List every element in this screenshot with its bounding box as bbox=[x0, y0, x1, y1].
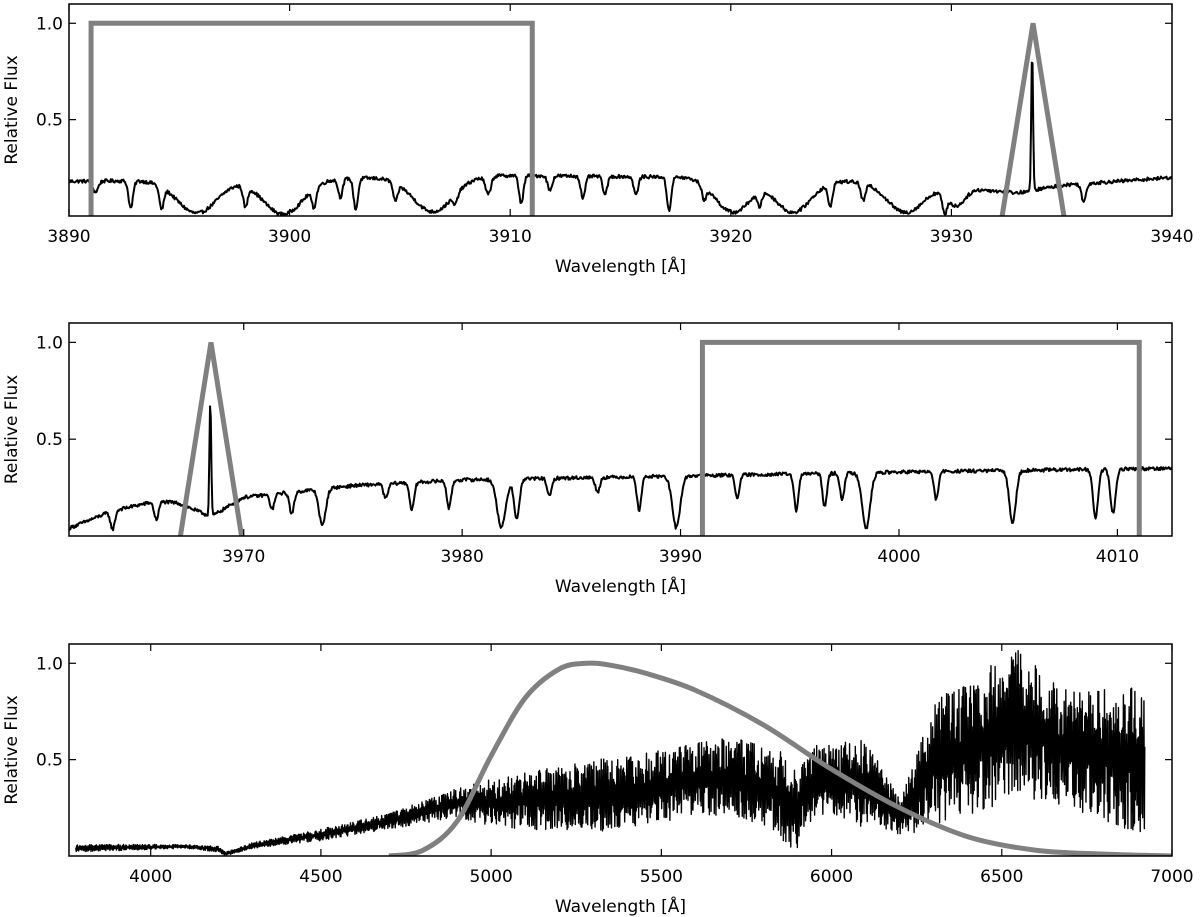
filter-curve-1 bbox=[177, 341, 245, 536]
y-tick-label: 0.5 bbox=[36, 111, 63, 131]
x-axis-label: Wavelength [Å] bbox=[555, 575, 686, 597]
plot-area bbox=[75, 649, 1172, 856]
x-tick-label: 4010 bbox=[1096, 547, 1139, 567]
axes-frame bbox=[68, 643, 1173, 857]
filter-curve-0 bbox=[699, 339, 1142, 536]
y-tick-label: 1.0 bbox=[36, 333, 63, 353]
plot-area bbox=[69, 339, 1172, 536]
x-tick-label: 3970 bbox=[222, 547, 265, 567]
x-tick-label: 3920 bbox=[709, 227, 752, 247]
x-tick-label: 6500 bbox=[980, 867, 1023, 887]
x-tick-label: 3980 bbox=[441, 547, 484, 567]
plot-area bbox=[69, 20, 1172, 216]
panel-top: 3890 3900 3910 3920 3930 3940 0.5 1.0 Wavelength… bbox=[2, 3, 1194, 277]
panel-middle: 3970 3980 3990 4000 4010 0.5 1.0 Wavelength [Å]… bbox=[2, 322, 1173, 597]
x-tick-label: 4500 bbox=[299, 867, 342, 887]
x-tick-label: 3940 bbox=[1150, 227, 1193, 247]
filter-curve-1 bbox=[999, 22, 1067, 216]
x-tick-label: 3910 bbox=[489, 227, 532, 247]
x-axis-label: Wavelength [Å] bbox=[555, 255, 686, 277]
spectrum-line bbox=[75, 649, 1146, 856]
x-tick-label: 3890 bbox=[47, 227, 90, 247]
y-axis-label: Relative Flux bbox=[2, 695, 22, 804]
x-tick-label: 3930 bbox=[930, 227, 973, 247]
y-tick-label: 0.5 bbox=[36, 751, 63, 771]
x-tick-label: 5500 bbox=[640, 867, 683, 887]
axes-frame bbox=[68, 322, 1173, 537]
filter-curve-0 bbox=[88, 20, 535, 216]
x-tick-label: 7000 bbox=[1150, 867, 1193, 887]
x-tick-label: 3990 bbox=[659, 547, 702, 567]
x-axis-label: Wavelength [Å] bbox=[555, 895, 686, 917]
x-tick-label: 5000 bbox=[470, 867, 513, 887]
x-tick-label: 4000 bbox=[129, 867, 172, 887]
y-axis-label: Relative Flux bbox=[2, 55, 22, 164]
y-tick-label: 1.0 bbox=[36, 14, 63, 34]
y-axis-label: Relative Flux bbox=[2, 375, 22, 484]
y-tick-label: 0.5 bbox=[36, 430, 63, 450]
x-tick-label: 6000 bbox=[810, 867, 853, 887]
x-tick-label: 4000 bbox=[877, 547, 920, 567]
y-tick-label: 1.0 bbox=[36, 654, 63, 674]
filter-curve-0 bbox=[388, 660, 1172, 856]
spectrum-line bbox=[69, 405, 1172, 532]
panel-bottom: 4000 4500 5000 5500 6000 6500 7000 0.5 1.0 Wavele… bbox=[2, 643, 1194, 917]
axes-frame bbox=[68, 3, 1173, 217]
x-tick-label: 3900 bbox=[268, 227, 311, 247]
spectrum-line bbox=[69, 61, 1172, 216]
